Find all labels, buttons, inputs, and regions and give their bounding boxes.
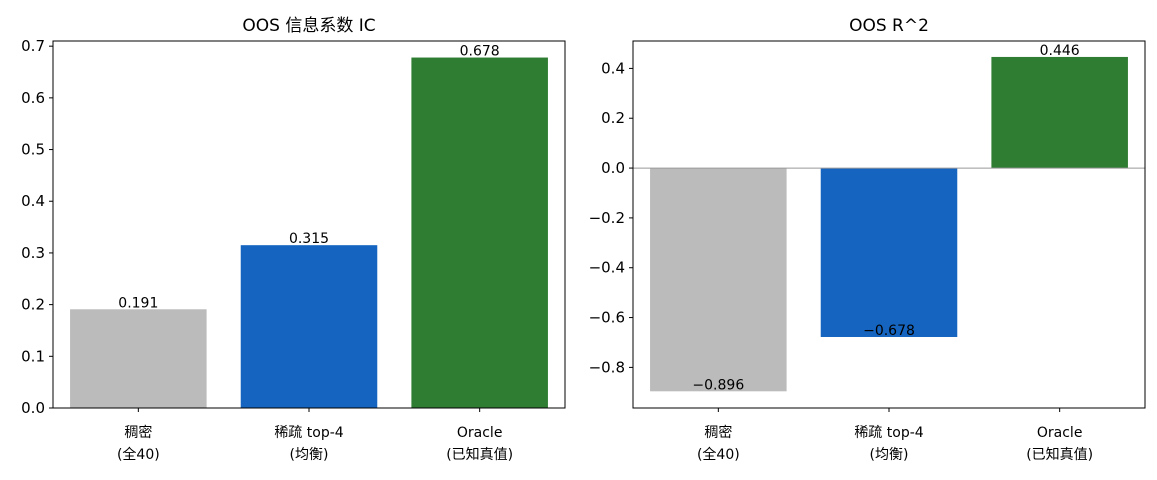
r2-chart-panel: OOS R^2 −0.896 −0.678 0.446 −0.8 −0.6 −0.4 −0.… [589, 16, 1146, 463]
r2-data-label-3: 0.446 [1040, 43, 1080, 59]
r2-xtick-label: (均衡) [870, 447, 909, 463]
ic-data-label-1: 0.191 [118, 295, 158, 311]
r2-ytick-label: −0.4 [589, 259, 625, 277]
ic-xtick-label: 稠密 [124, 424, 152, 441]
ic-data-label-3: 0.678 [460, 44, 500, 60]
ic-ytick-label: 0.7 [21, 37, 45, 55]
ic-ytick-label: 0.1 [21, 347, 45, 365]
ic-chart-panel: OOS 信息系数 IC 0.191 0.315 0.678 0.0 0.1 0.2 0.3 0… [21, 16, 566, 463]
r2-xtick-label: 稀疏 top-4 [854, 425, 923, 441]
r2-bar-3 [991, 56, 1128, 169]
r2-xtick-label: 稠密 [704, 424, 732, 441]
r2-xtick-label: (已知真值) [1026, 446, 1093, 463]
ic-bar-1 [70, 309, 207, 408]
ic-data-label-2: 0.315 [289, 231, 329, 247]
r2-ytick-label: −0.6 [589, 309, 625, 327]
ic-ytick-label: 0.4 [21, 192, 45, 210]
ic-xtick-label: (均衡) [290, 447, 329, 463]
ic-ytick-label: 0.2 [21, 296, 45, 314]
r2-data-label-2: −0.678 [863, 323, 915, 339]
ic-ytick-label: 0.5 [21, 141, 45, 159]
ic-bar-2 [240, 245, 378, 408]
r2-ytick-label: −0.2 [589, 209, 625, 227]
r2-chart-title: OOS R^2 [849, 16, 929, 36]
ic-xtick-label: Oracle [457, 425, 503, 441]
r2-ytick-label: −0.8 [589, 358, 625, 376]
r2-ytick-label: 0.4 [601, 59, 625, 77]
ic-ytick-label: 0.3 [21, 244, 45, 262]
ic-ytick-label: 0.0 [21, 399, 45, 417]
ic-bar-3 [411, 57, 548, 409]
ic-ytick-label: 0.6 [21, 89, 45, 107]
ic-xtick-label: (已知真值) [446, 446, 513, 463]
r2-xtick-label: Oracle [1037, 425, 1083, 441]
r2-ytick-label: 0.0 [601, 159, 625, 177]
ic-xtick-label: 稀疏 top-4 [274, 425, 343, 441]
r2-data-label-1: −0.896 [692, 377, 744, 393]
r2-ytick-label: 0.2 [601, 109, 625, 127]
ic-xtick-label: (全40) [117, 446, 160, 463]
ic-chart-title: OOS 信息系数 IC [242, 16, 375, 36]
r2-bar-1 [650, 168, 787, 392]
r2-bar-2 [820, 168, 958, 337]
r2-xtick-label: (全40) [697, 446, 740, 463]
